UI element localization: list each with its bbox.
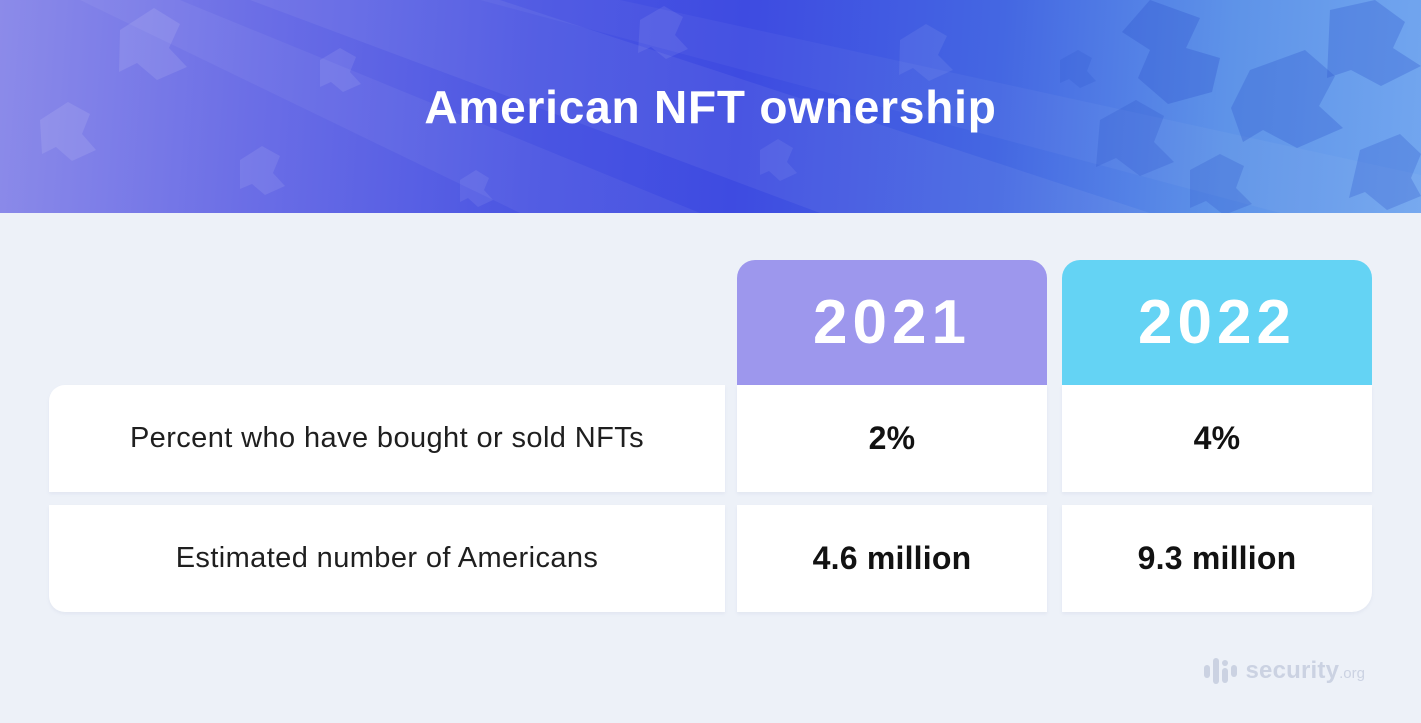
value-percent-2022: 4% — [1193, 420, 1241, 456]
cell-percent-2021: 2% — [737, 385, 1047, 492]
logo-bar-dotted — [1222, 659, 1229, 683]
logo-dot — [1222, 659, 1229, 666]
brand-suffix: .org — [1339, 665, 1365, 682]
column-header-2022: 2022 — [1062, 260, 1372, 385]
soundbars-icon — [1204, 656, 1238, 686]
brand-name: security — [1245, 657, 1340, 684]
page-title: American NFT ownership — [424, 80, 997, 133]
logo-bar — [1204, 664, 1211, 678]
header-texture-decoration — [40, 0, 1421, 213]
securityorg-logo: security .org — [1204, 656, 1365, 686]
row-label-percent: Percent who have bought or sold NFTs — [129, 422, 645, 454]
logo-bar — [1222, 667, 1229, 683]
value-estimate-2021: 4.6 million — [812, 540, 972, 576]
value-percent-2021: 2% — [868, 420, 916, 456]
logo-bar — [1231, 665, 1238, 677]
brand-text: security .org — [1245, 657, 1365, 685]
cell-percent-2022: 4% — [1062, 385, 1372, 492]
cell-estimate-2022: 9.3 million — [1062, 505, 1372, 612]
column-header-2021: 2021 — [737, 260, 1047, 385]
row-label-estimate: Estimated number of Americans — [175, 542, 599, 574]
column-header-2022-label: 2022 — [1138, 288, 1296, 357]
value-estimate-2022: 9.3 million — [1137, 540, 1297, 576]
logo-bar — [1213, 658, 1220, 684]
row-label-cell-estimate: Estimated number of Americans — [49, 505, 725, 612]
column-header-2021-label: 2021 — [813, 288, 971, 357]
header-banner: American NFT ownership — [0, 0, 1421, 213]
cell-estimate-2021: 4.6 million — [737, 505, 1047, 612]
row-label-cell-percent: Percent who have bought or sold NFTs — [49, 385, 725, 492]
